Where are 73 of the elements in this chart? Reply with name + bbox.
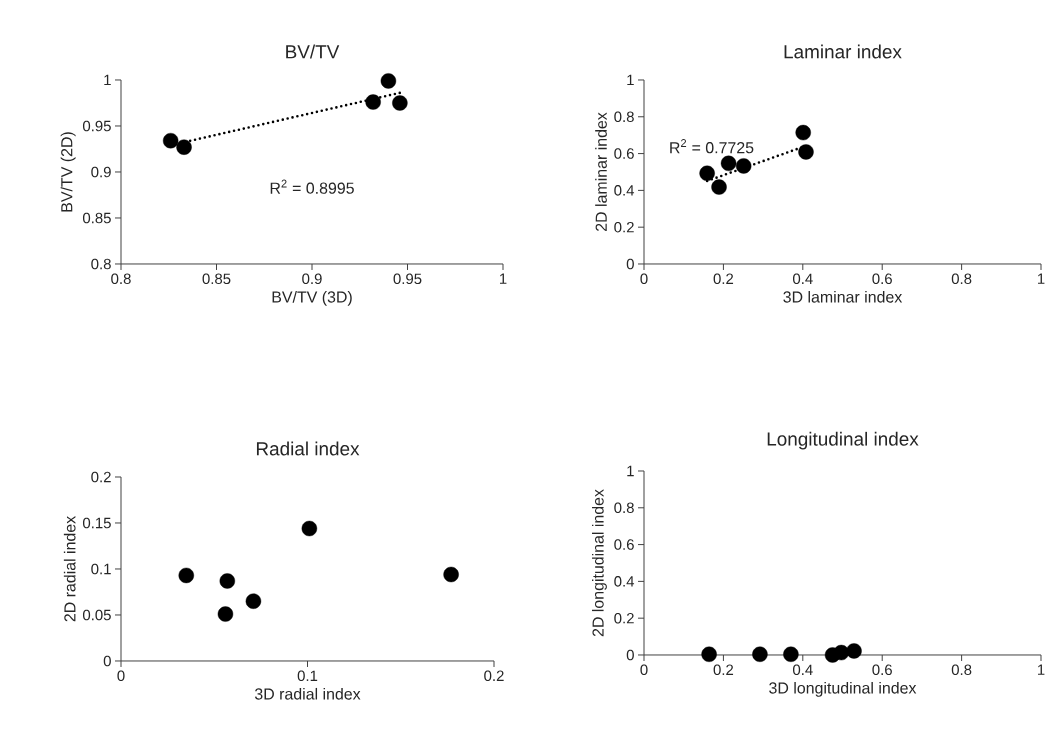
- x-tick-label: 0.4: [793, 664, 813, 676]
- point: [178, 567, 194, 584]
- chart-title: Longitudinal index: [767, 431, 919, 450]
- y-axis-title: 2D laminar index: [595, 112, 607, 231]
- y-tick-label: 1: [627, 74, 634, 86]
- y-tick-label: 0.95: [82, 120, 111, 132]
- point: [720, 155, 737, 172]
- x-tick-label: 0.2: [713, 273, 734, 285]
- point: [798, 144, 814, 160]
- point: [301, 520, 318, 537]
- y-axis-title: BV/TV (2D): [60, 132, 76, 212]
- x-tick-label: 0.8: [951, 273, 972, 285]
- y-tick-label: 0.2: [91, 471, 111, 483]
- y-tick-label: 1: [627, 465, 634, 477]
- point: [217, 606, 234, 622]
- x-tick-label: 0.8: [951, 664, 972, 676]
- x-axis-title: 3D longitudinal index: [769, 681, 917, 697]
- x-tick-label: 1: [1038, 664, 1045, 675]
- y-tick-label: 0: [626, 258, 634, 270]
- y-tick-label: 0: [626, 649, 634, 661]
- x-tick-label: 0.95: [393, 273, 422, 285]
- x-tick-label: 0.85: [202, 273, 231, 285]
- point: [162, 133, 179, 149]
- y-tick-label: 0.05: [82, 609, 111, 621]
- x-tick-label: 0.8: [111, 273, 131, 285]
- x-tick-label: 0.2: [484, 670, 504, 682]
- x-tick-label: 0: [117, 670, 125, 682]
- chart-title: Radial index: [256, 441, 360, 456]
- x-tick-label: 0.9: [302, 273, 322, 285]
- x-axis-title: 3D laminar index: [783, 290, 903, 303]
- y-tick-label: 0.8: [614, 502, 634, 514]
- point: [443, 566, 459, 583]
- y-tick-label: 0.4: [614, 576, 635, 587]
- point: [219, 573, 236, 589]
- chart-title: BV/TV: [286, 44, 340, 59]
- point: [392, 95, 408, 111]
- y-tick-label: 0.2: [614, 612, 634, 624]
- point: [699, 165, 715, 181]
- x-tick-label: 1: [499, 273, 507, 284]
- y-tick-label: 0.9: [91, 166, 111, 178]
- y-tick-label: 0.8: [91, 258, 111, 270]
- point: [735, 158, 752, 174]
- x-tick-label: 0.6: [872, 273, 892, 285]
- y-tick-label: 0.8: [614, 111, 634, 123]
- y-axis-title: 2D radial index: [63, 516, 76, 622]
- y-tick-label: 0.1: [91, 563, 111, 575]
- x-tick-label: 0.6: [872, 664, 892, 676]
- y-tick-label: 1: [104, 74, 111, 86]
- point: [176, 139, 192, 155]
- point: [711, 179, 727, 195]
- y-tick-label: 0.6: [614, 148, 634, 159]
- x-axis-title: 3D radial index: [254, 687, 361, 700]
- y-axis-title: 2D longitudinal index: [592, 489, 607, 637]
- x-tick-label: 0.1: [297, 670, 318, 682]
- x-tick-label: 0: [640, 273, 648, 285]
- y-tick-label: 0.2: [614, 221, 634, 233]
- point: [795, 124, 811, 141]
- y-tick-label: 0.6: [614, 539, 634, 550]
- point: [365, 94, 381, 110]
- point: [380, 73, 397, 89]
- x-tick-label: 1: [1038, 273, 1045, 284]
- x-axis-title: BV/TV (3D): [272, 290, 352, 306]
- y-tick-label: 0.4: [614, 185, 635, 196]
- chart-title: Laminar index: [784, 44, 902, 59]
- y-tick-label: 0.15: [82, 517, 111, 529]
- x-tick-label: 0.2: [713, 664, 734, 676]
- annotation: R$^{2}$ = 0.7725: [670, 139, 754, 154]
- x-tick-label: 0.4: [793, 273, 813, 285]
- y-tick-label: 0: [103, 655, 111, 667]
- x-tick-label: 0: [640, 664, 648, 676]
- y-tick-label: 0.85: [82, 212, 111, 224]
- annotation: R$^{2}$ = 0.8995: [270, 179, 354, 194]
- point: [245, 593, 262, 609]
